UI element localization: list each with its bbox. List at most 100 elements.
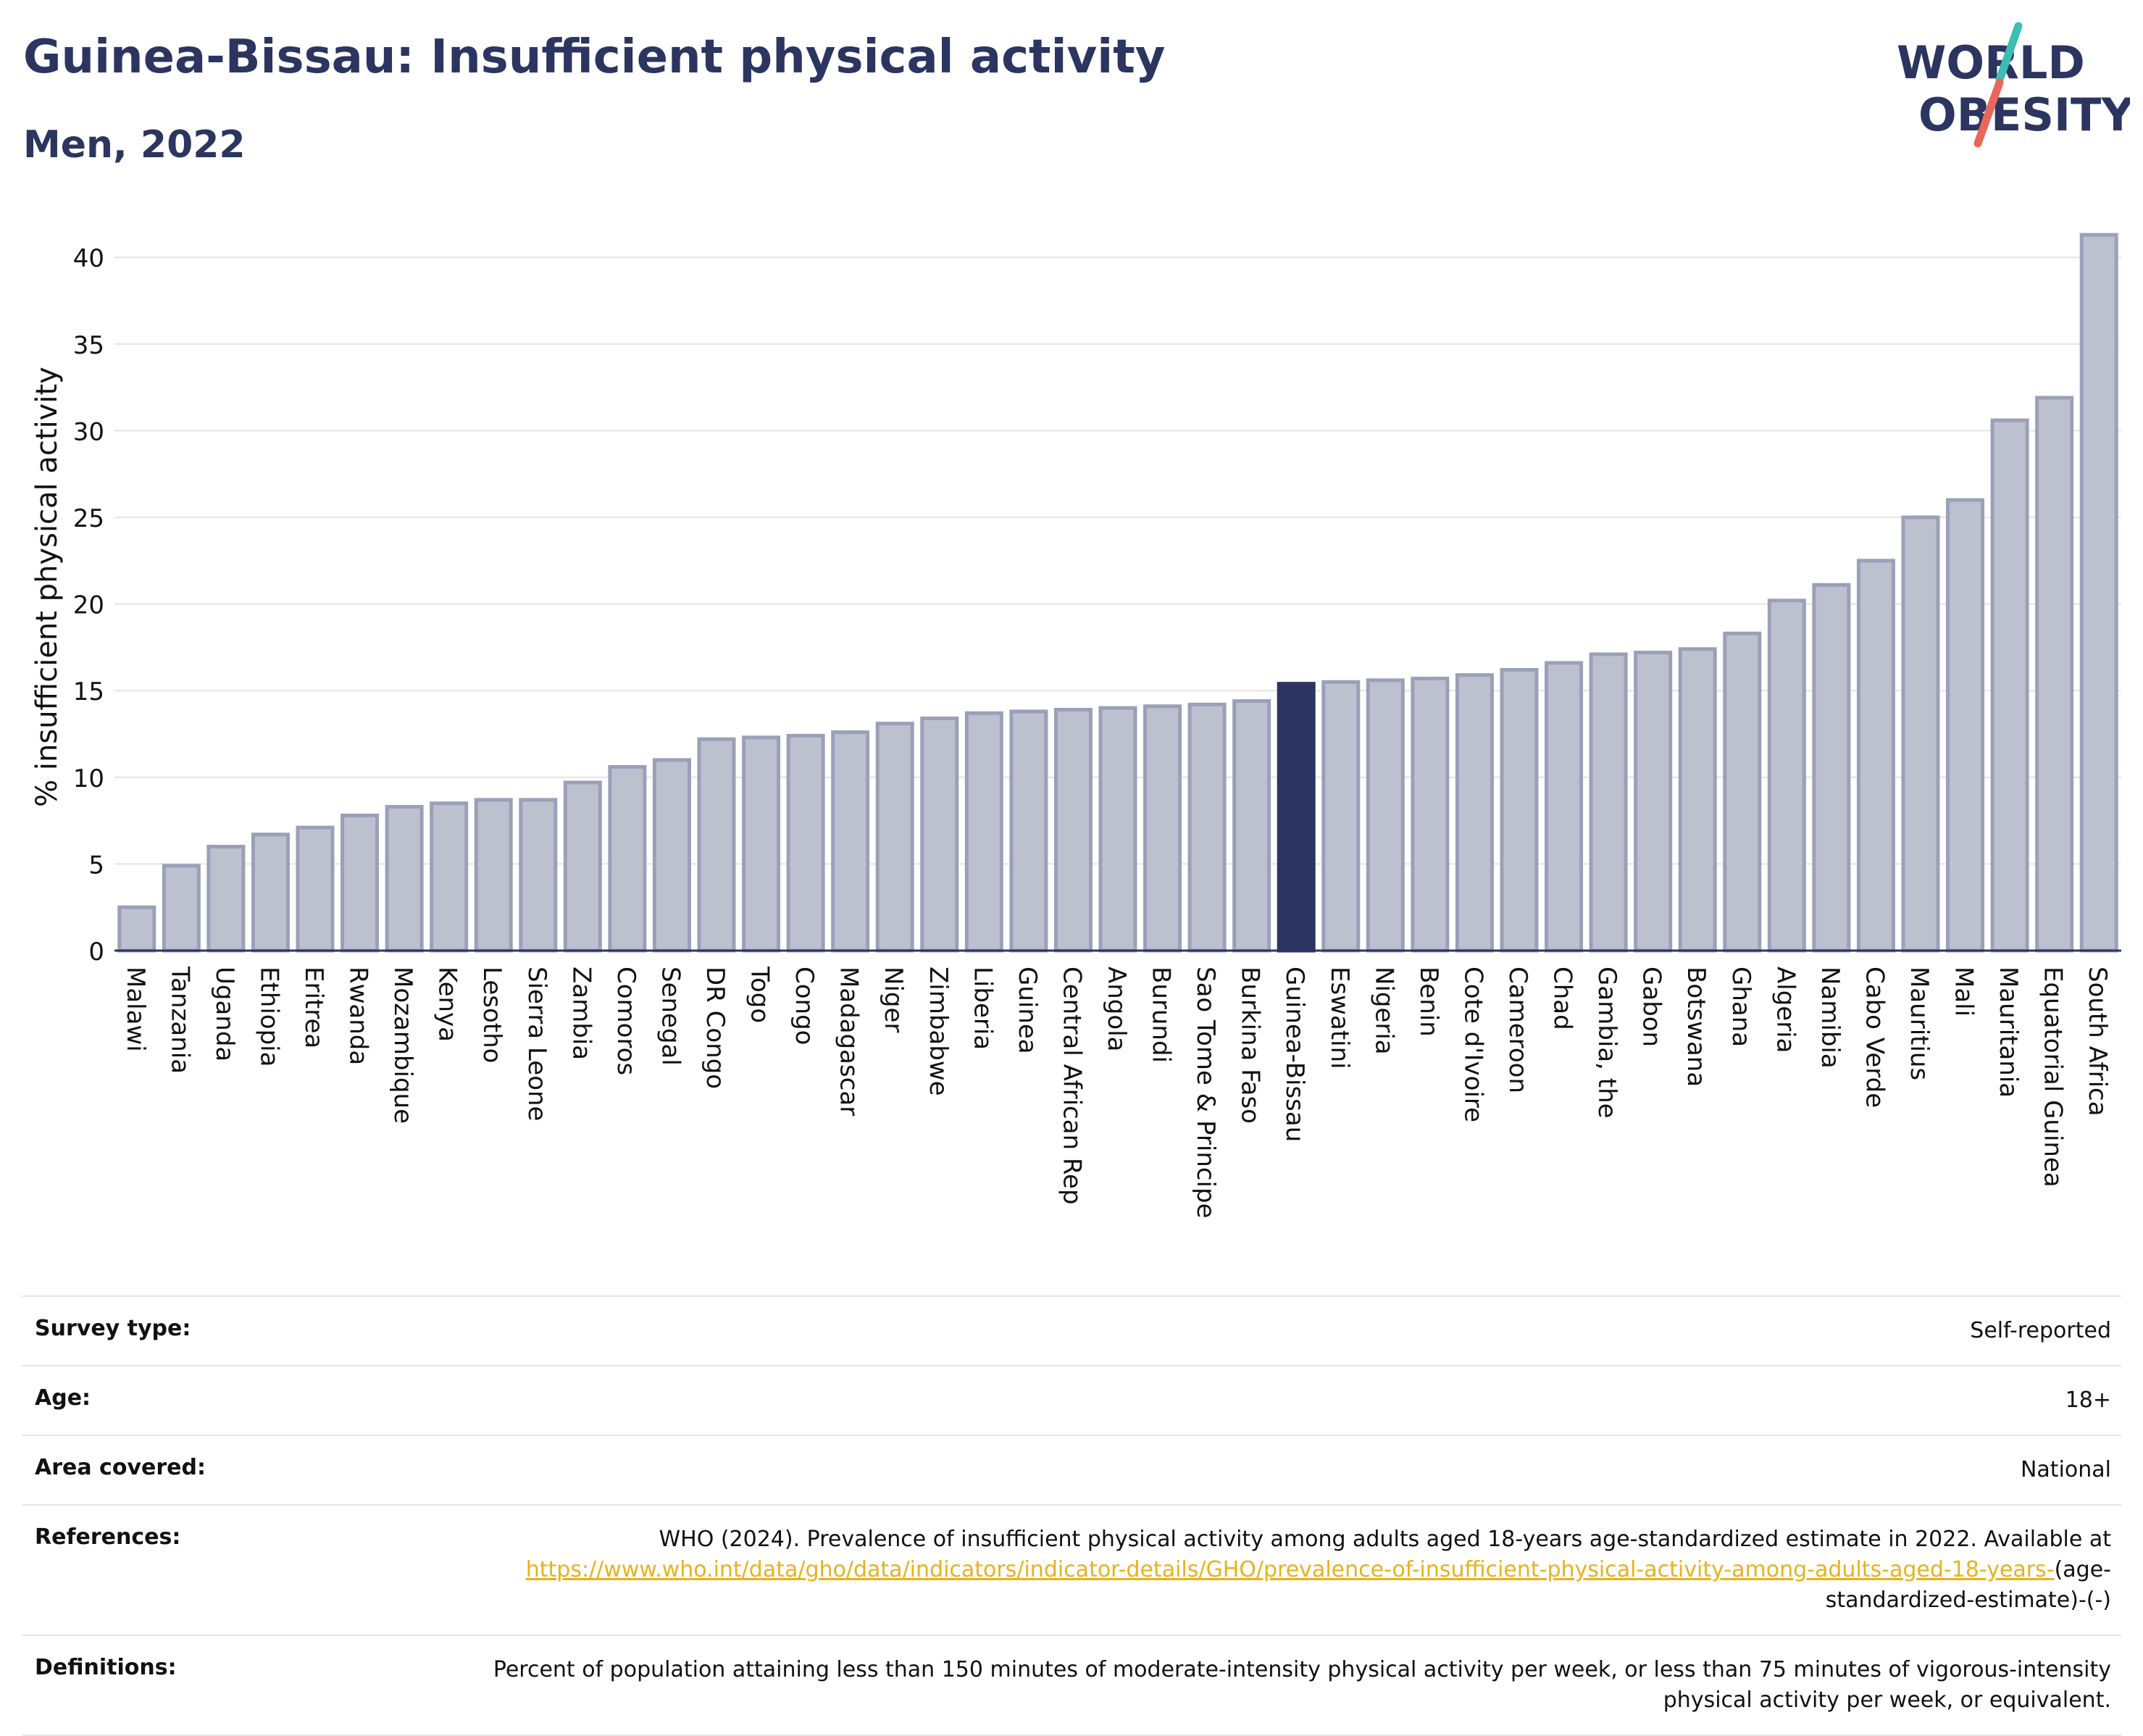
bar-botswana xyxy=(1678,647,1717,953)
info-row-survey-type: Survey type: Self-reported xyxy=(22,1295,2121,1365)
x-tick-label: Eswatini xyxy=(1325,967,1354,1069)
bar-guinea xyxy=(1009,709,1048,953)
x-tick-label: Zambia xyxy=(567,967,596,1060)
bar-liberia xyxy=(964,711,1003,953)
bar-angola xyxy=(1098,706,1137,953)
definitions-value: Percent of population attaining less tha… xyxy=(493,1657,2111,1713)
bar-sierra-leone xyxy=(519,798,558,953)
bar-guinea-bissau xyxy=(1277,682,1316,953)
bar-madagascar xyxy=(831,730,870,953)
x-tick-label: Mauritius xyxy=(1905,967,1934,1080)
bar-comoros xyxy=(608,764,647,953)
bar-zambia xyxy=(563,780,602,953)
x-tick-label: Central African Rep xyxy=(1057,967,1086,1205)
x-tick-label: Mauritania xyxy=(1994,967,2023,1098)
x-tick-label: Togo xyxy=(745,966,774,1023)
bar-cote-d-ivoire xyxy=(1455,673,1494,953)
x-tick-label: Namibia xyxy=(1816,967,1845,1069)
bar-uganda xyxy=(206,844,246,953)
bars xyxy=(117,233,2118,953)
x-tick-label: DR Congo xyxy=(701,967,730,1089)
bar-togo xyxy=(742,735,781,953)
info-row-references: References: WHO (2024). Prevalence of in… xyxy=(22,1504,2121,1635)
x-tick-label: Benin xyxy=(1414,967,1443,1037)
x-tick-label: Lesotho xyxy=(477,967,506,1063)
bar-algeria xyxy=(1767,598,1806,953)
bar-mali xyxy=(1946,498,1985,953)
bar-zimbabwe xyxy=(920,716,959,953)
x-tick-label: Ethiopia xyxy=(254,967,283,1067)
y-tick-label: 30 xyxy=(73,417,104,446)
references-suffix: (age-standardized-estimate)-(-) xyxy=(1825,1557,2111,1613)
bar-cameroon xyxy=(1500,667,1539,953)
bar-equatorial-guinea xyxy=(2035,396,2074,953)
bar-burkina-faso xyxy=(1232,699,1271,953)
y-tick-label: 40 xyxy=(73,244,104,273)
logo-text-obesity: OBESITY xyxy=(1918,88,2130,141)
x-tick-label: Tanzania xyxy=(165,966,194,1074)
bar-eritrea xyxy=(296,825,335,953)
y-tick-label: 35 xyxy=(73,331,104,360)
x-tick-label: Chad xyxy=(1548,967,1577,1030)
bar-cabo-verde xyxy=(1856,559,1895,953)
info-row-area-covered: Area covered: National xyxy=(22,1435,2121,1504)
info-row-definitions: Definitions: Percent of population attai… xyxy=(22,1635,2121,1736)
x-tick-label: Eritrea xyxy=(299,967,328,1048)
age-value: 18+ xyxy=(2065,1387,2111,1413)
bar-chad xyxy=(1545,661,1584,953)
x-tick-label: South Africa xyxy=(2083,967,2112,1117)
bar-gambia-the xyxy=(1589,652,1628,953)
survey-type-value: Self-reported xyxy=(1970,1318,2111,1343)
x-tick-label: Congo xyxy=(790,967,819,1045)
references-value: WHO (2024). Prevalence of insufficient p… xyxy=(445,1524,2111,1616)
y-tick-label: 0 xyxy=(88,938,104,967)
y-tick-label: 5 xyxy=(88,851,104,880)
bar-congo xyxy=(786,733,825,953)
x-tick-label: Nigeria xyxy=(1369,967,1398,1055)
bar-burundi xyxy=(1143,704,1182,953)
x-tick-label: Burkina Faso xyxy=(1236,967,1265,1124)
x-tick-label: Mali xyxy=(1950,967,1979,1017)
page-subtitle: Men, 2022 xyxy=(23,123,246,167)
logo-slash-red xyxy=(1973,78,2004,148)
y-tick-label: 20 xyxy=(73,591,104,620)
y-tick-label: 25 xyxy=(73,504,104,533)
bar-chart: 0 5 10 15 20 25 30 35 40 % insufficient physical… xyxy=(30,233,2121,1219)
y-tick-label: 15 xyxy=(73,677,104,706)
x-tick-label: Uganda xyxy=(210,967,239,1061)
x-tick-label: Malawi xyxy=(121,967,150,1052)
bar-mauritania xyxy=(1990,418,2029,953)
x-tick-label: Angola xyxy=(1102,967,1131,1051)
x-tick-label: Sierra Leone xyxy=(522,967,551,1121)
x-tick-label: Rwanda xyxy=(344,967,373,1065)
x-tick-label: Algeria xyxy=(1771,967,1800,1053)
bar-rwanda xyxy=(341,813,380,953)
definitions-label: Definitions: xyxy=(35,1655,177,1680)
age-label: Age: xyxy=(35,1385,91,1411)
bar-malawi xyxy=(117,905,156,953)
x-tick-label: Botswana xyxy=(1682,967,1710,1087)
bar-lesotho xyxy=(474,798,513,953)
bar-central-african-rep xyxy=(1053,708,1093,953)
x-tick-label: Cote d'Ivoire xyxy=(1458,967,1487,1122)
area-covered-value: National xyxy=(2020,1457,2111,1482)
bar-ghana xyxy=(1723,631,1762,953)
x-tick-label: Cabo Verde xyxy=(1860,967,1889,1108)
references-link[interactable]: https://www.who.int/data/gho/data/indica… xyxy=(525,1557,2055,1582)
bar-namibia xyxy=(1812,583,1851,953)
y-tick-label: 10 xyxy=(73,764,104,793)
page-title: Guinea-Bissau: Insufficient physical act… xyxy=(23,30,1166,84)
bar-sao-tome-principe xyxy=(1187,702,1227,953)
references-text: WHO (2024). Prevalence of insufficient p… xyxy=(659,1527,2111,1552)
info-row-age: Age: 18+ xyxy=(22,1365,2121,1435)
bar-tanzania xyxy=(162,864,201,953)
bar-ethiopia xyxy=(251,832,290,953)
x-tick-label: Comoros xyxy=(611,967,640,1075)
x-tick-label: Burundi xyxy=(1147,967,1176,1063)
x-tick-label: Niger xyxy=(879,967,908,1032)
x-tick-label: Guinea xyxy=(1013,967,1042,1054)
bar-mozambique xyxy=(385,804,424,953)
x-tick-label: Gabon xyxy=(1637,967,1666,1047)
logo-text-world: WORLD xyxy=(1897,36,2085,89)
bar-gabon xyxy=(1634,651,1673,953)
